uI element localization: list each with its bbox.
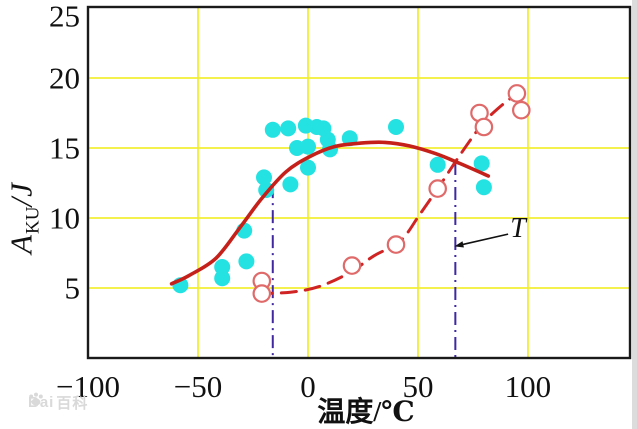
image-edge-strip <box>632 0 637 429</box>
data-point-filled <box>238 253 255 270</box>
data-point-open <box>474 117 494 137</box>
y-tick-label: 25 <box>49 0 80 34</box>
y-tick-label: 20 <box>49 60 80 95</box>
data-point-open <box>507 84 527 103</box>
y-axis-label-symbol: A <box>3 233 39 254</box>
baidu-baike-watermark: Bai 百科 <box>28 392 88 413</box>
data-point-filled <box>475 179 492 196</box>
y-tick-label: 15 <box>49 130 80 165</box>
dashed-trend-curve <box>255 86 525 296</box>
x-tick-label: 50 <box>402 369 433 404</box>
transition-temperature-label: T <box>510 213 526 244</box>
solid-trend-curve <box>169 140 491 286</box>
x-tick-label: −100 <box>56 369 120 404</box>
data-point-open <box>386 235 406 254</box>
y-tick-label: 5 <box>65 270 81 305</box>
plot-border <box>86 5 632 360</box>
data-point-filled <box>388 119 404 135</box>
y-axis-label: AKU/J <box>3 182 44 254</box>
x-tick-label: −50 <box>174 369 222 404</box>
data-point-filled <box>214 270 231 287</box>
data-point-filled <box>214 259 231 275</box>
data-point-open <box>252 284 272 303</box>
annotation-arrowhead <box>454 241 464 248</box>
data-point-open <box>511 100 531 120</box>
data-point-filled <box>473 155 490 172</box>
data-point-filled <box>264 121 281 138</box>
data-point-filled <box>300 138 316 155</box>
y-axis-label-unit: /J <box>3 182 39 207</box>
y-tick-label: 10 <box>49 200 80 235</box>
data-point-filled <box>256 169 272 186</box>
watermark-prefix: Bai <box>28 394 55 411</box>
x-tick-label: 100 <box>505 369 552 404</box>
plot-area <box>88 7 630 358</box>
data-point-filled <box>280 120 297 137</box>
data-point-filled <box>300 159 316 176</box>
x-tick-label: 0 <box>300 369 316 404</box>
watermark-suffix: 百科 <box>56 395 89 412</box>
data-point-filled <box>429 156 446 173</box>
data-point-filled <box>282 176 299 193</box>
data-point-open <box>342 256 362 275</box>
annotation-arrow-line <box>461 233 509 246</box>
data-point-open <box>428 179 447 198</box>
y-axis-label-subscript: KU <box>22 206 44 234</box>
x-axis-label: 温度/℃ <box>317 397 415 428</box>
baidu-paw-icon <box>29 392 43 406</box>
